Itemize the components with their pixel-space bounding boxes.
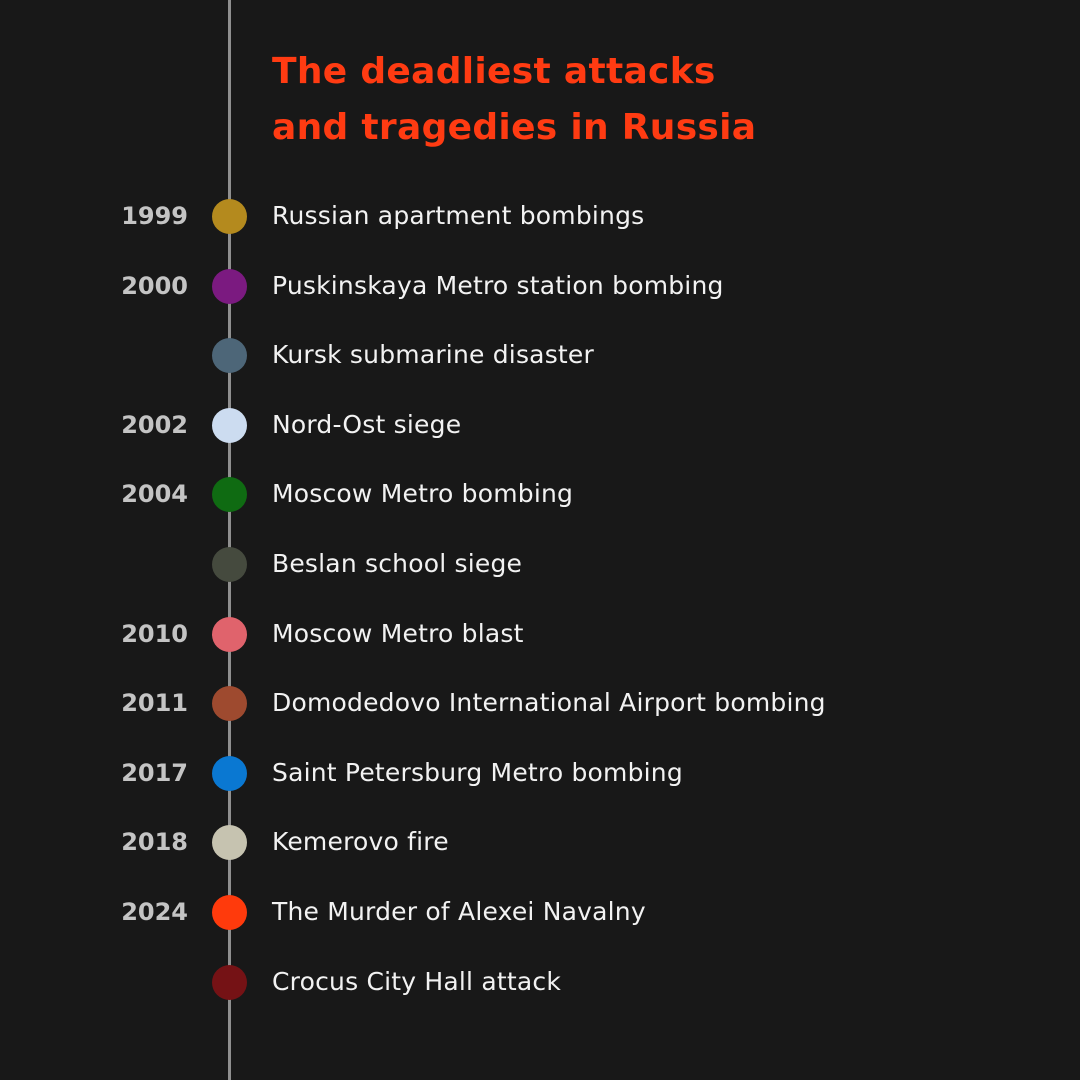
event-label: Moscow Metro blast [272,619,524,648]
event-year: 2010 [121,620,188,648]
event-label: Moscow Metro bombing [272,479,574,508]
event-marker-dot [212,477,247,512]
event-year: 2002 [121,411,188,439]
timeline-event: Crocus City Hall attack [0,962,1080,1002]
event-label: Saint Petersburg Metro bombing [272,758,683,787]
timeline-axis [228,0,231,1080]
timeline-event: 2004 Moscow Metro bombing [0,474,1080,514]
timeline-event: Beslan school siege [0,544,1080,584]
event-year: 2004 [121,480,188,508]
timeline-event: Kursk submarine disaster [0,335,1080,375]
timeline-event: 2011 Domodedovo International Airport bom… [0,683,1080,723]
timeline-event: 2017 Saint Petersburg Metro bombing [0,753,1080,793]
timeline-event: 2000 Puskinskaya Metro station bombing [0,266,1080,306]
event-label: Kemerovo fire [272,827,449,856]
event-marker-dot [212,895,247,930]
event-label: The Murder of Alexei Navalny [272,897,646,926]
page-title: The deadliest attacks and tragedies in R… [272,44,972,156]
timeline-event: 2002 Nord-Ost siege [0,405,1080,445]
event-year [80,544,188,584]
event-label: Kursk submarine disaster [272,340,594,369]
event-label: Beslan school siege [272,549,523,578]
event-marker-dot [212,547,247,582]
event-year: 2024 [121,898,188,926]
event-marker-dot [212,756,247,791]
title-line-2: and tragedies in Russia [272,107,757,148]
event-label: Russian apartment bombings [272,201,645,230]
event-marker-dot [212,825,247,860]
event-marker-dot [212,965,247,1000]
event-marker-dot [212,199,247,234]
event-marker-dot [212,408,247,443]
title-line-1: The deadliest attacks [272,51,716,92]
event-year [80,962,188,1002]
event-marker-dot [212,617,247,652]
event-label: Nord-Ost siege [272,410,462,439]
event-label: Domodedovo International Airport bombing [272,688,826,717]
event-marker-dot [212,686,247,721]
event-year [80,335,188,375]
event-label: Puskinskaya Metro station bombing [272,271,724,300]
event-marker-dot [212,338,247,373]
event-year: 1999 [121,202,188,230]
event-year: 2018 [121,828,188,856]
event-year: 2017 [121,759,188,787]
timeline-event: 2024 The Murder of Alexei Navalny [0,892,1080,932]
timeline-event: 2010 Moscow Metro blast [0,614,1080,654]
event-year: 2011 [121,689,188,717]
event-year: 2000 [121,272,188,300]
event-marker-dot [212,269,247,304]
event-label: Crocus City Hall attack [272,967,562,996]
timeline-event: 2018 Kemerovo fire [0,822,1080,862]
timeline-event: 1999 Russian apartment bombings [0,196,1080,236]
